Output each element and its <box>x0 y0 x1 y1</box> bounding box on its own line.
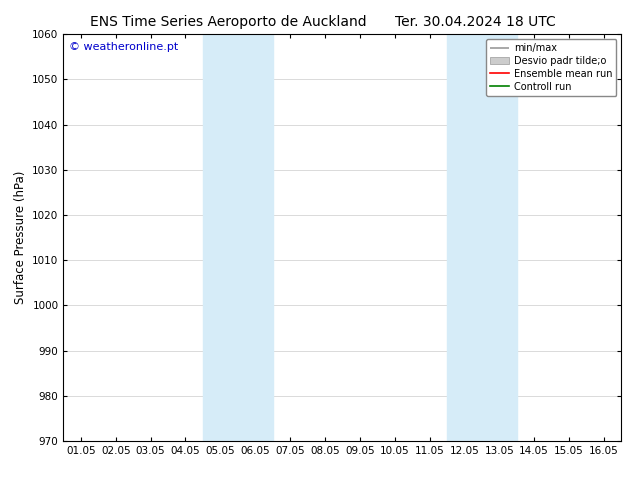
Legend: min/max, Desvio padr tilde;o, Ensemble mean run, Controll run: min/max, Desvio padr tilde;o, Ensemble m… <box>486 39 616 96</box>
Bar <box>447 34 517 441</box>
Text: © weatheronline.pt: © weatheronline.pt <box>69 43 178 52</box>
Text: ENS Time Series Aeroporto de Auckland: ENS Time Series Aeroporto de Auckland <box>90 15 366 29</box>
Y-axis label: Surface Pressure (hPa): Surface Pressure (hPa) <box>14 171 27 304</box>
Text: Ter. 30.04.2024 18 UTC: Ter. 30.04.2024 18 UTC <box>395 15 556 29</box>
Bar <box>203 34 273 441</box>
